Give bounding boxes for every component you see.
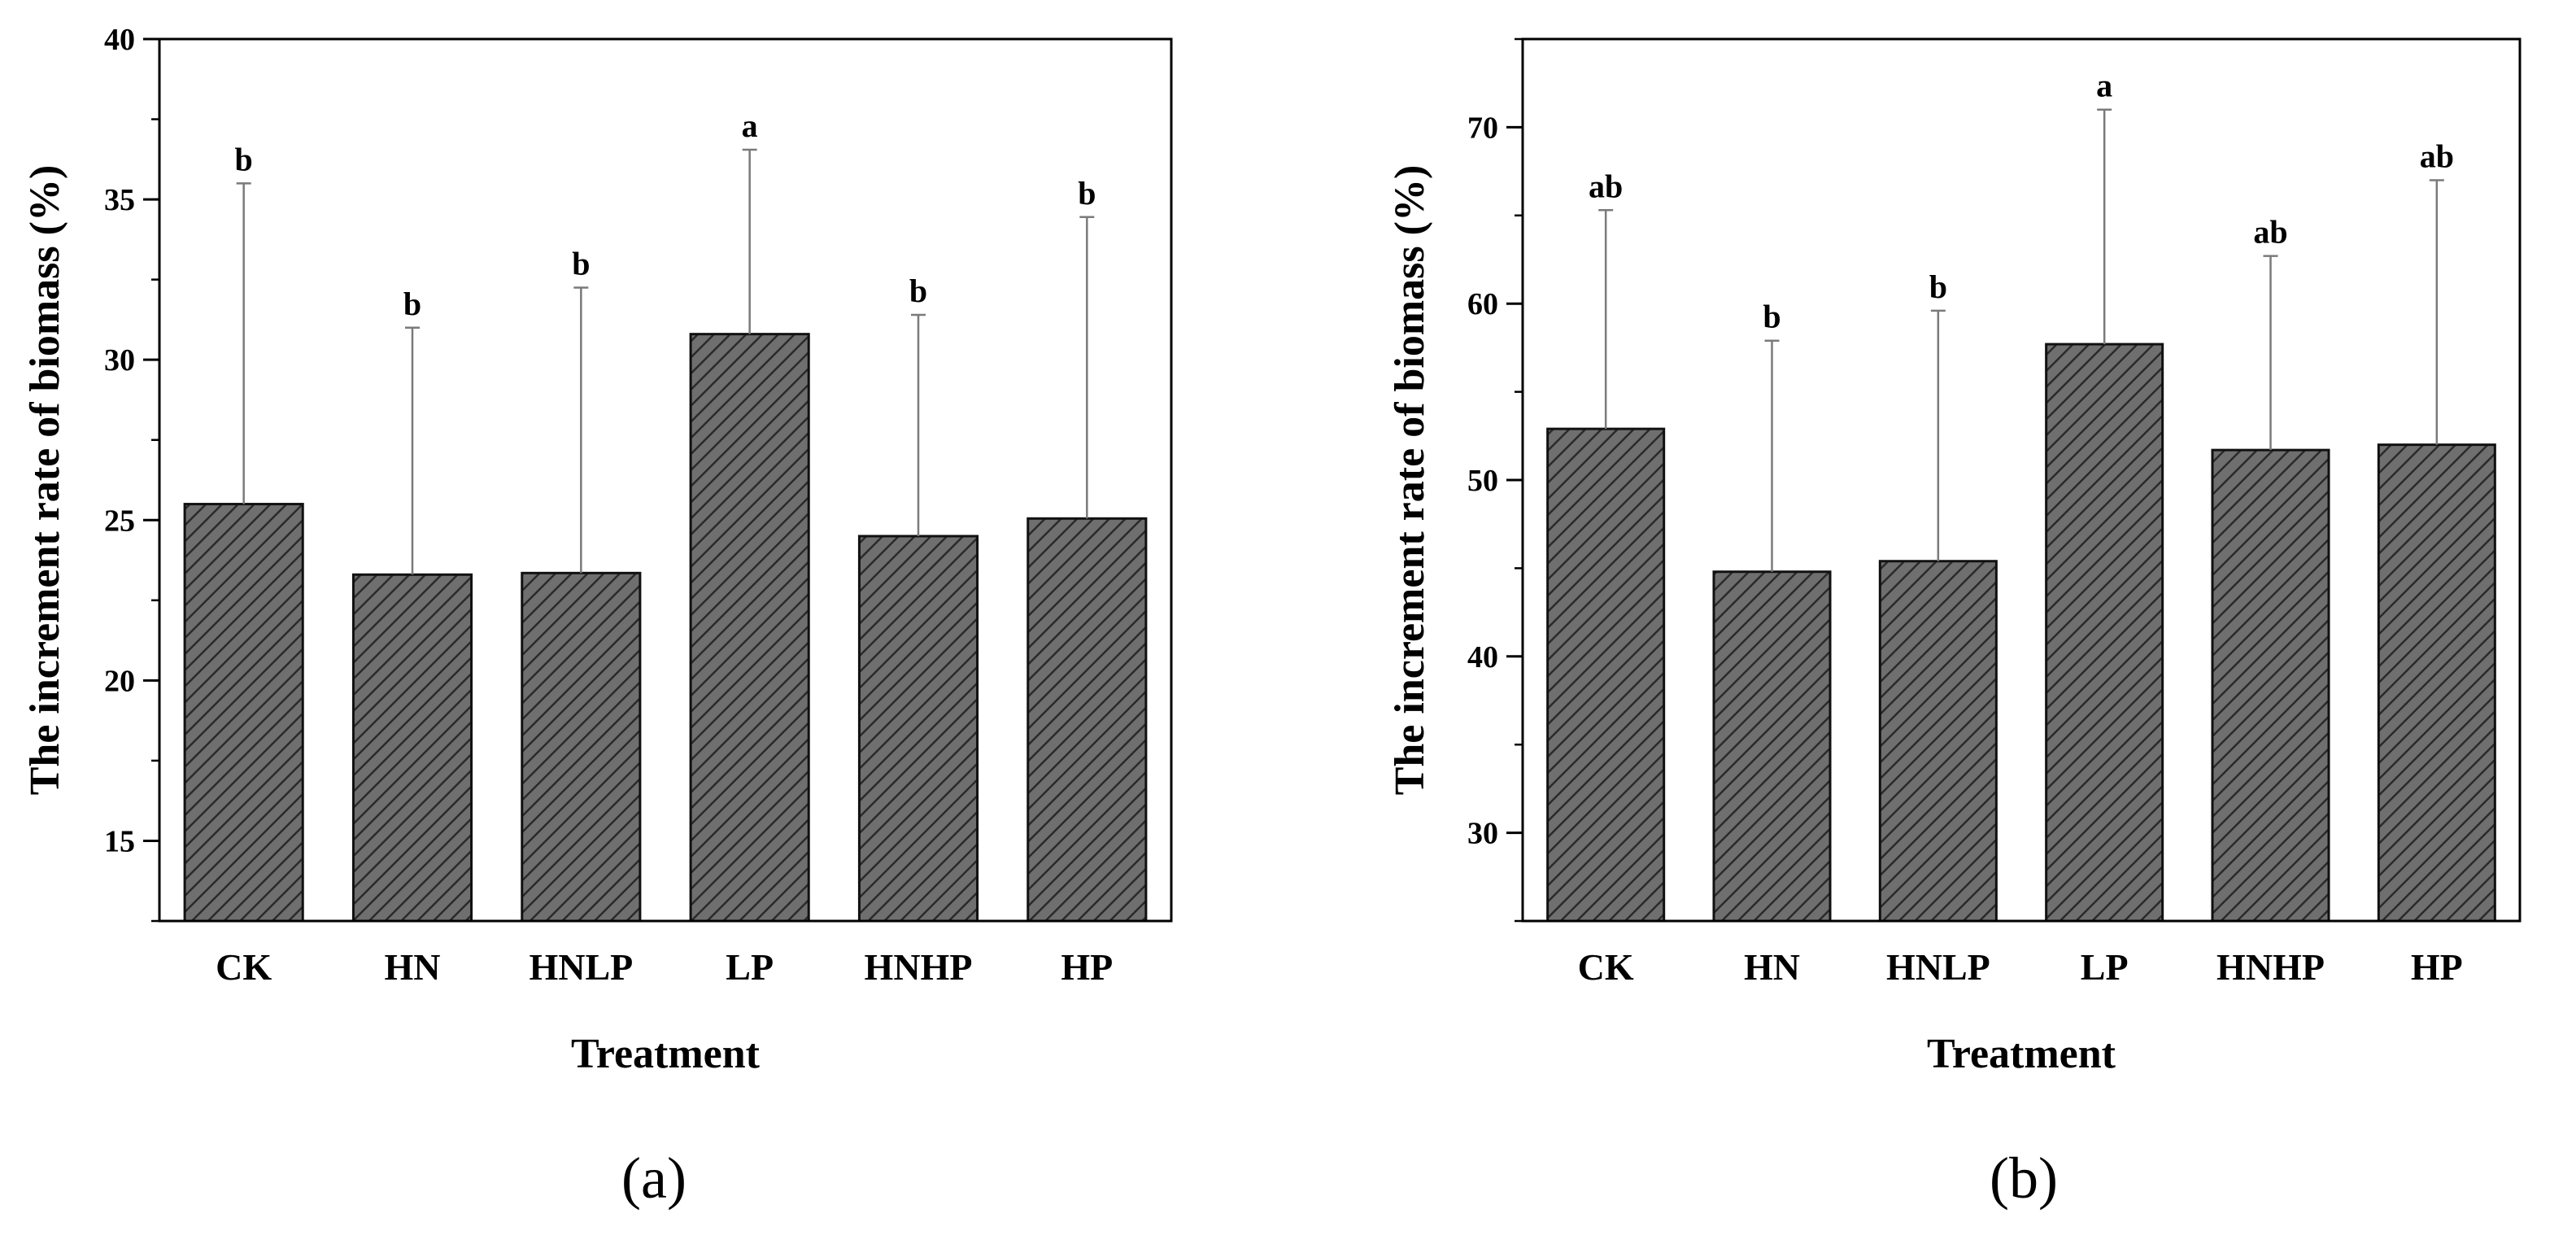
panel-b-chart: ab CK b HN b HNLP a LP ab HNHP ab HP 30 40 50 60 70 The i… [1387, 37, 2522, 1211]
significance-label-lp: a [742, 107, 758, 144]
x-tick-label-hn: HN [385, 946, 441, 988]
y-tick-label: 25 [104, 504, 135, 538]
significance-label-hp: ab [2420, 137, 2454, 174]
bar-hnlp [1878, 560, 1998, 923]
significance-label-hn: b [1763, 299, 1781, 335]
y-tick-label: 30 [104, 343, 135, 378]
x-tick-label-hn: HN [1744, 946, 1800, 988]
bar-lp [689, 333, 810, 923]
significance-label-hnlp: b [1929, 268, 1947, 305]
plot-frame [158, 37, 1173, 923]
x-axis-title: Treatment [1927, 1031, 2116, 1077]
x-tick-label-ck: CK [1578, 946, 1634, 988]
y-tick-label: 20 [104, 664, 135, 698]
y-tick-label: 50 [1467, 464, 1498, 498]
significance-label-ck: ab [1589, 168, 1623, 204]
y-tick-label: 15 [104, 824, 135, 858]
plot-frame [1521, 37, 2522, 923]
x-tick-label-hnhp: HNHP [2216, 946, 2325, 988]
significance-label-hnhp: b [909, 273, 927, 309]
bar-hnhp [2211, 448, 2330, 923]
bar-hnlp [521, 571, 642, 923]
bar-hn [351, 573, 473, 923]
x-tick-label-hnhp: HNHP [865, 946, 973, 988]
x-tick-label-lp: LP [726, 946, 774, 988]
significance-label-hnlp: b [572, 245, 590, 282]
bar-hp [1026, 517, 1148, 923]
bar-ck [1546, 427, 1666, 923]
bar-hp [2377, 443, 2496, 923]
y-tick-label: 40 [104, 23, 135, 57]
y-tick-label: 30 [1467, 817, 1498, 851]
panel-a-chart: b CK b HN b HNLP a LP b HNHP b HP 15 20 25 30 35 40 The in… [22, 23, 1173, 1211]
y-tick-label: 35 [104, 183, 135, 217]
bar-lp [2045, 343, 2164, 923]
bar-ck [183, 503, 304, 923]
significance-label-hp: b [1078, 175, 1096, 212]
x-tick-label-hnlp: HNLP [529, 946, 633, 988]
x-tick-label-hnlp: HNLP [1886, 946, 1990, 988]
y-tick-label: 70 [1467, 111, 1498, 145]
x-tick-label-hp: HP [2411, 946, 2463, 988]
x-axis-title: Treatment [571, 1031, 761, 1077]
y-axis-title: The increment rate of biomass (%) [22, 165, 68, 796]
y-tick-label: 40 [1467, 640, 1498, 674]
panel-caption: (a) [621, 1146, 686, 1211]
significance-label-hn: b [403, 286, 421, 322]
y-axis-title: The increment rate of biomass (%) [1387, 165, 1433, 796]
x-tick-label-hp: HP [1061, 946, 1113, 988]
bar-hnhp [857, 535, 979, 923]
significance-label-hnhp: ab [2253, 214, 2287, 251]
panel-caption: (b) [1990, 1146, 2058, 1211]
significance-label-ck: b [235, 141, 253, 177]
x-tick-label-lp: LP [2081, 946, 2129, 988]
bar-hn [1712, 570, 1832, 923]
y-tick-label: 60 [1467, 287, 1498, 321]
x-tick-label-ck: CK [216, 946, 272, 988]
significance-label-lp: a [2096, 68, 2112, 104]
